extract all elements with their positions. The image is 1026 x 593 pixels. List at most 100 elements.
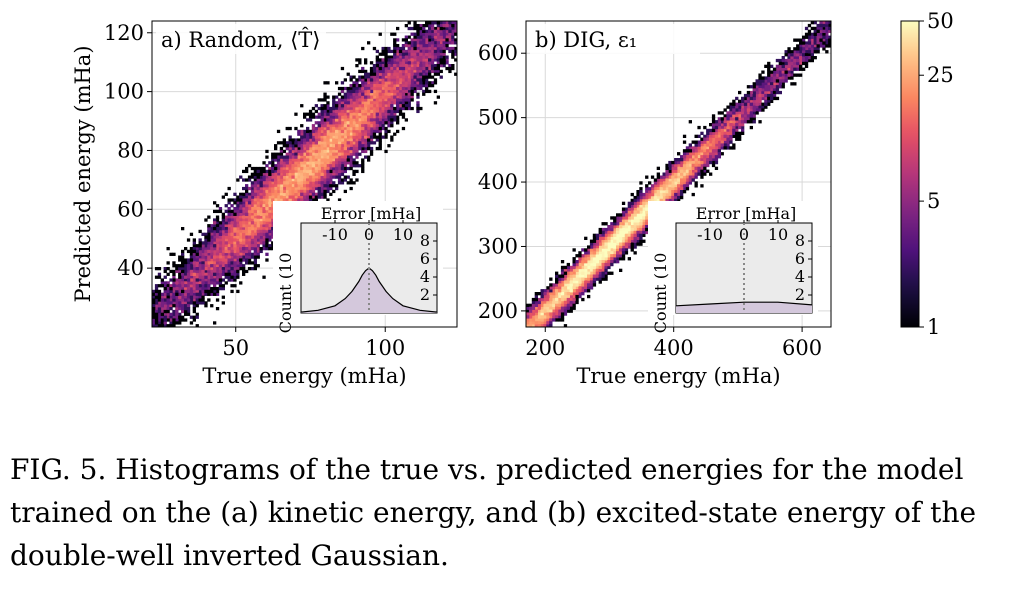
density-bin bbox=[192, 315, 196, 319]
density-bin bbox=[528, 306, 533, 310]
density-bin bbox=[784, 58, 788, 63]
density-bin bbox=[332, 161, 336, 165]
density-bin bbox=[390, 75, 394, 79]
density-bin bbox=[271, 229, 275, 234]
density-bin bbox=[311, 158, 316, 162]
density-bin bbox=[755, 88, 759, 92]
density-bin bbox=[387, 109, 391, 114]
density-bin bbox=[645, 195, 649, 200]
density-bin bbox=[393, 89, 397, 94]
density-bin bbox=[253, 201, 257, 205]
density-bin bbox=[807, 58, 812, 63]
density-bin bbox=[288, 135, 292, 139]
density-bin bbox=[303, 181, 307, 185]
density-bin bbox=[288, 146, 292, 151]
density-bin bbox=[387, 69, 391, 74]
density-bin bbox=[288, 186, 292, 191]
density-bin bbox=[419, 72, 423, 76]
density-bin bbox=[343, 78, 347, 82]
density-bin bbox=[213, 287, 217, 291]
density-bin bbox=[361, 46, 365, 51]
density-bin bbox=[288, 144, 292, 148]
density-bin bbox=[186, 275, 191, 279]
density-bin bbox=[685, 172, 690, 176]
density-bin bbox=[175, 312, 179, 316]
density-bin bbox=[694, 172, 698, 176]
density-bin bbox=[677, 169, 681, 173]
density-bin bbox=[592, 262, 597, 267]
density-bin bbox=[178, 255, 182, 259]
density-bin bbox=[233, 272, 237, 276]
density-bin bbox=[323, 184, 327, 188]
density-bin bbox=[178, 298, 182, 302]
density-bin bbox=[398, 61, 403, 65]
density-bin bbox=[563, 324, 568, 327]
density-bin bbox=[337, 141, 342, 145]
density-bin bbox=[703, 140, 707, 144]
density-bin bbox=[390, 112, 394, 116]
density-bin bbox=[169, 315, 173, 319]
density-bin bbox=[752, 102, 756, 106]
density-bin bbox=[656, 178, 660, 182]
density-bin bbox=[401, 38, 406, 42]
density-bin bbox=[677, 187, 681, 191]
density-bin bbox=[575, 268, 579, 273]
density-bin bbox=[343, 135, 347, 139]
density-bin bbox=[752, 88, 756, 92]
density-bin bbox=[178, 272, 182, 276]
density-bin bbox=[169, 284, 173, 288]
density-bin bbox=[210, 247, 214, 251]
density-bin bbox=[558, 306, 562, 310]
density-bin bbox=[796, 58, 800, 63]
density-bin bbox=[639, 190, 643, 194]
density-bin bbox=[367, 144, 371, 148]
density-bin bbox=[430, 41, 435, 45]
density-bin bbox=[735, 128, 739, 133]
density-bin bbox=[799, 50, 803, 54]
density-bin bbox=[428, 35, 432, 39]
density-bin bbox=[308, 144, 313, 148]
density-bin bbox=[335, 101, 339, 105]
density-bin bbox=[262, 209, 266, 214]
density-bin bbox=[215, 235, 220, 239]
density-bin bbox=[320, 184, 324, 188]
density-bin bbox=[804, 32, 809, 37]
density-bin bbox=[361, 92, 365, 96]
density-bin bbox=[250, 166, 255, 171]
density-bin bbox=[320, 192, 324, 196]
density-bin bbox=[410, 61, 414, 65]
density-bin bbox=[700, 163, 704, 168]
density-bin bbox=[245, 232, 249, 236]
density-bin bbox=[407, 106, 411, 111]
density-bin bbox=[416, 52, 420, 56]
density-bin bbox=[607, 233, 611, 238]
density-bin bbox=[825, 29, 829, 34]
density-bin bbox=[677, 163, 681, 168]
density-bin bbox=[761, 70, 765, 74]
density-bin bbox=[796, 50, 800, 54]
density-bin bbox=[279, 195, 284, 199]
density-bin bbox=[714, 166, 719, 171]
density-bin bbox=[198, 241, 202, 245]
density-bin bbox=[303, 138, 307, 142]
density-bin bbox=[361, 101, 365, 105]
density-bin bbox=[616, 248, 620, 252]
density-bin bbox=[755, 82, 759, 86]
density-bin bbox=[563, 286, 568, 290]
density-bin bbox=[726, 105, 730, 109]
density-bin bbox=[401, 44, 406, 48]
error-distribution-line bbox=[675, 301, 813, 307]
density-bin bbox=[804, 35, 809, 39]
density-bin bbox=[393, 38, 397, 42]
density-bin bbox=[422, 24, 426, 28]
density-bin bbox=[265, 238, 269, 242]
density-bin bbox=[810, 32, 814, 37]
density-bin bbox=[157, 315, 162, 319]
density-bin bbox=[442, 58, 446, 62]
density-bin bbox=[761, 76, 765, 80]
density-bin bbox=[303, 184, 307, 188]
density-bin bbox=[813, 35, 817, 39]
density-bin bbox=[358, 89, 362, 94]
density-bin bbox=[184, 301, 188, 305]
density-bin bbox=[451, 55, 455, 59]
